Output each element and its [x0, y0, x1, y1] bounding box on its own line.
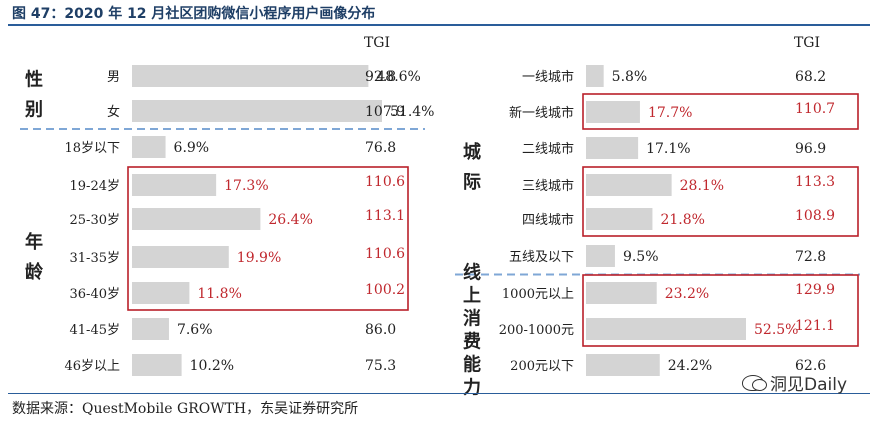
category-label: 男 [107, 70, 120, 85]
value-label: 5.8% [612, 69, 648, 85]
bar [586, 282, 657, 304]
group-label-char: 性 [25, 69, 43, 91]
tgi-value: 110.6 [365, 246, 405, 262]
value-label: 23.2% [665, 286, 709, 302]
category-label: 41-45岁 [70, 323, 120, 338]
bar [586, 318, 746, 340]
value-label: 9.5% [623, 249, 659, 265]
highlight-box [582, 166, 859, 237]
category-label: 46岁以上 [64, 359, 120, 374]
group-label-char: 力 [463, 378, 481, 399]
tgi-value: 110.6 [365, 174, 405, 190]
value-label: 21.8% [660, 212, 704, 228]
watermark-text: 洞见Daily [769, 375, 847, 395]
group-label-char: 消 [463, 308, 481, 330]
value-label: 26.4% [268, 212, 312, 228]
wechat-icon [741, 374, 767, 391]
tgi-value: 107.9 [365, 104, 405, 120]
tgi-value: 113.3 [795, 174, 835, 190]
tgi-value: 92.8 [365, 69, 396, 85]
value-label: 24.2% [668, 358, 712, 374]
tgi-value: 86.0 [365, 322, 396, 338]
value-label: 17.1% [646, 141, 690, 157]
category-label: 一线城市 [522, 69, 574, 85]
tgi-value: 108.9 [795, 208, 835, 224]
category-label: 四线城市 [522, 212, 574, 228]
group-label-char: 别 [24, 100, 43, 121]
highlight-box [582, 274, 859, 347]
bar [586, 208, 653, 230]
value-label: 17.3% [224, 178, 268, 194]
value-label: 7.6% [177, 322, 213, 338]
figure-title: 图 47：2020 年 12 月社区团购微信小程序用户画像分布 [12, 6, 376, 22]
category-label: 三线城市 [522, 178, 574, 194]
bar [132, 208, 261, 230]
value-label: 51.4% [390, 104, 434, 120]
tgi-value: 129.9 [795, 282, 835, 298]
tgi-value: 100.2 [365, 282, 405, 298]
group-label-char: 能 [463, 354, 481, 376]
tgi-value: 76.8 [365, 140, 396, 156]
bar [132, 354, 182, 376]
category-label: 新一线城市 [509, 105, 574, 121]
group-label-char: 线 [463, 262, 481, 284]
bar [586, 354, 660, 376]
group-label-char: 年 [25, 231, 43, 253]
bar [586, 245, 615, 267]
value-label: 17.7% [648, 105, 692, 121]
category-label: 二线城市 [522, 141, 574, 157]
bar [132, 136, 166, 158]
tgi-header: TGI [364, 35, 390, 51]
tgi-value: 110.7 [795, 101, 835, 117]
bar [586, 101, 640, 123]
value-label: 19.9% [237, 250, 281, 266]
value-label: 48.6% [376, 69, 420, 85]
category-label: 五线及以下 [509, 250, 574, 265]
category-label: 女 [107, 104, 120, 120]
bar [586, 174, 672, 196]
group-label-char: 城 [463, 141, 481, 163]
group-label-char: 龄 [25, 261, 44, 283]
bar [132, 174, 217, 196]
bar [132, 318, 169, 340]
tgi-value: 121.1 [795, 318, 835, 334]
bar [132, 282, 190, 304]
category-label: 1000元以上 [502, 287, 574, 302]
category-label: 36-40岁 [70, 287, 120, 302]
group-label-char: 费 [463, 332, 481, 353]
title-rule [8, 24, 870, 26]
tgi-value: 75.3 [365, 358, 396, 374]
tgi-value: 62.6 [795, 358, 826, 374]
bar [586, 65, 604, 87]
watermark: 洞见Daily [741, 370, 847, 395]
bar [586, 137, 639, 159]
highlight-box [127, 166, 409, 311]
value-label: 11.8% [197, 286, 241, 302]
value-label: 10.2% [190, 358, 234, 374]
source-note: 数据来源：QuestMobile GROWTH，东吴证券研究所 [12, 401, 359, 417]
bar [132, 246, 229, 268]
tgi-value: 96.9 [795, 141, 826, 157]
category-label: 31-35岁 [70, 251, 120, 266]
bar [132, 100, 382, 122]
value-label: 6.9% [174, 140, 210, 156]
tgi-value: 68.2 [795, 69, 826, 85]
tgi-value: 113.1 [365, 208, 405, 224]
group-label-char: 上 [463, 286, 481, 307]
tgi-header: TGI [794, 35, 820, 51]
value-label: 28.1% [680, 178, 724, 194]
bar [132, 65, 369, 87]
highlight-box [582, 93, 859, 130]
value-label: 52.5% [754, 322, 798, 338]
source-rule [8, 393, 870, 394]
category-label: 200-1000元 [499, 323, 574, 338]
category-label: 18岁以下 [64, 141, 120, 156]
category-label: 19-24岁 [70, 179, 120, 194]
group-label-char: 际 [463, 172, 481, 193]
tgi-value: 72.8 [795, 249, 826, 265]
category-label: 25-30岁 [70, 213, 120, 228]
category-label: 200元以下 [510, 359, 574, 374]
